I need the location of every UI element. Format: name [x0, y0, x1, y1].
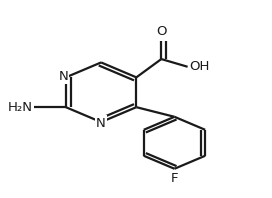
Text: H₂N: H₂N — [8, 101, 33, 114]
Text: F: F — [171, 172, 178, 185]
Text: OH: OH — [189, 60, 209, 73]
Text: O: O — [156, 25, 166, 38]
Text: N: N — [58, 70, 68, 83]
Text: N: N — [96, 117, 106, 129]
